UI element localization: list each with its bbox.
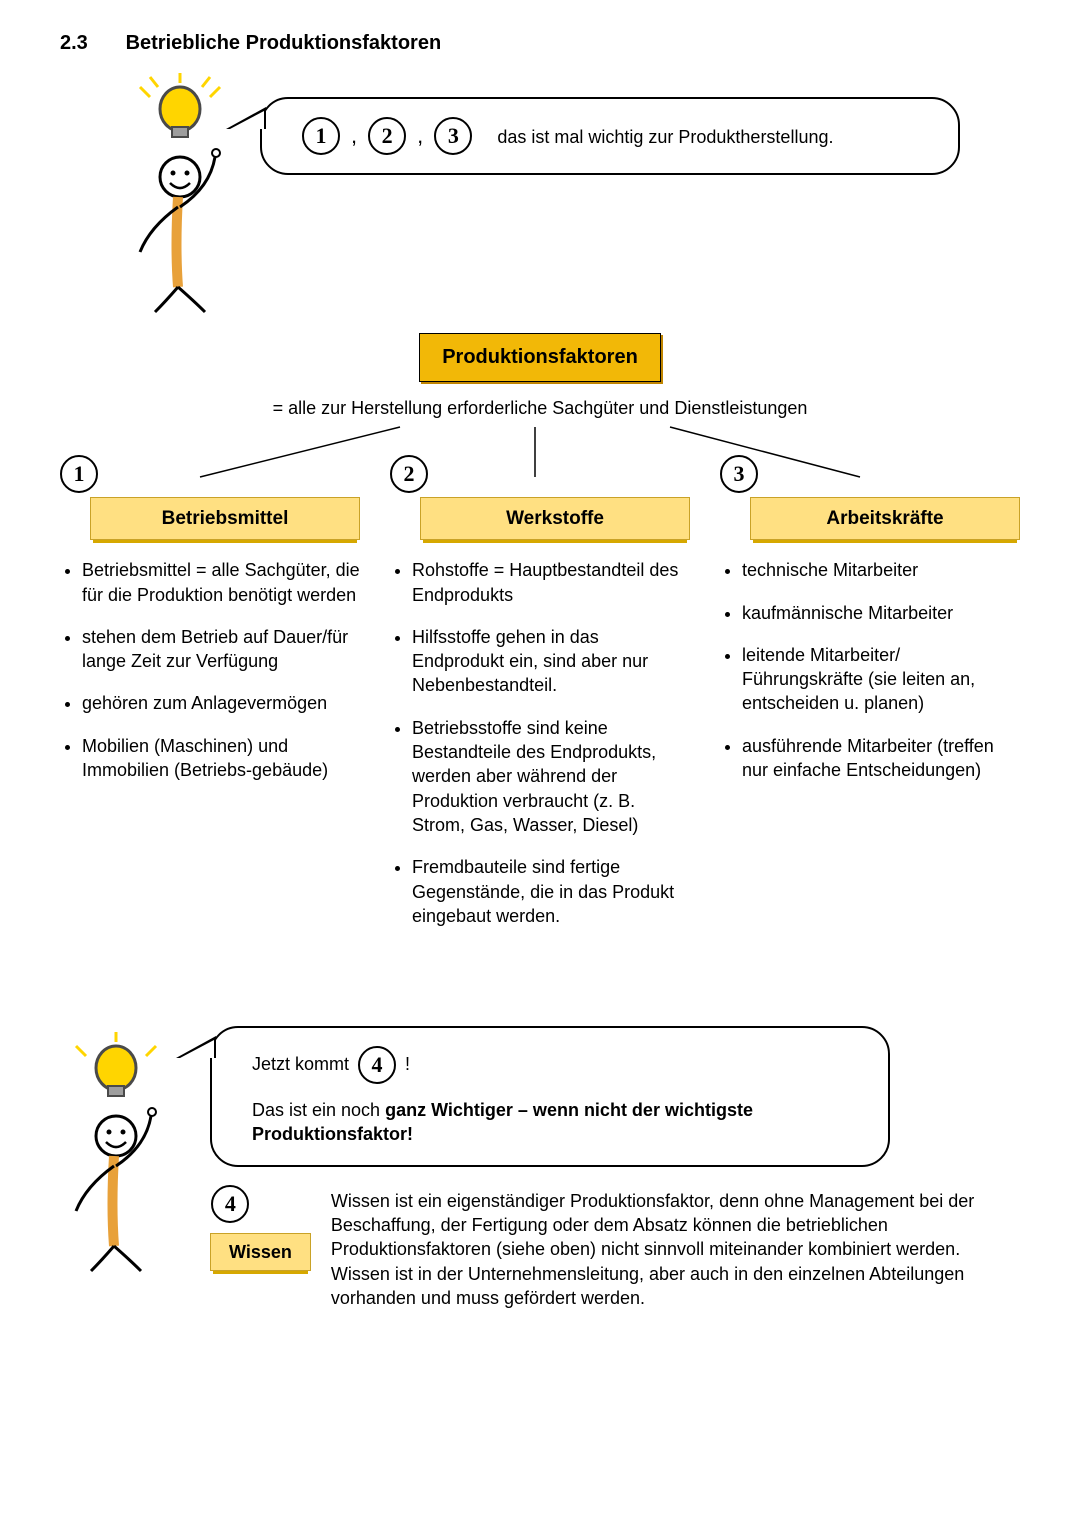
section-heading: 2.3 Betriebliche Produktionsfaktoren: [60, 30, 1020, 57]
bubble1-circle-1: 1: [302, 117, 340, 155]
list-item: technische Mitarbeiter: [742, 558, 1020, 582]
bubble1-sep-1: ,: [351, 123, 357, 148]
bubble2-line2-plain: Das ist ein noch: [252, 1100, 385, 1120]
col3-list: technische Mitarbeiter kaufmännische Mit…: [720, 558, 1020, 782]
factor4-badge: 4: [211, 1185, 249, 1223]
bubble2-pre: Jetzt kommt: [252, 1054, 349, 1074]
list-item: gehören zum Anlagever­mögen: [82, 691, 360, 715]
list-item: stehen dem Betrieb auf Dauer/für lange Z…: [82, 625, 360, 674]
list-item: kaufmännische Mitarbeiter: [742, 601, 1020, 625]
main-title-box: Produktionsfaktoren: [419, 333, 661, 382]
definition-line: = alle zur Herstellung erforderliche Sac…: [60, 396, 1020, 420]
list-item: leitende Mitarbeiter/ Führungskräfte (si…: [742, 643, 1020, 716]
list-item: Mobilien (Maschinen) und Immobilien (Bet…: [82, 734, 360, 783]
col1-title: Betriebsmittel: [90, 497, 360, 541]
col2-list: Rohstoffe = Hauptbestandteil des Endprod…: [390, 558, 690, 928]
bubble1-text: das ist mal wichtig zur Produktherstellu…: [497, 127, 833, 147]
list-item: Betriebsstoffe sind keine Bestandteile d…: [412, 716, 690, 837]
list-item: Hilfsstoffe gehen in das Endprodukt ein,…: [412, 625, 690, 698]
col1-list: Betriebsmittel = alle Sach­güter, die fü…: [60, 558, 360, 782]
bubble1-circle-2: 2: [368, 117, 406, 155]
col1-badge: 1: [60, 455, 98, 493]
columns-container: 1 Betriebsmittel Betriebsmittel = alle S…: [60, 477, 1020, 947]
speech-bubble-1: 1 , 2 , 3 das ist mal wichtig zur Produk…: [260, 97, 960, 175]
factor4-title: Wissen: [210, 1233, 311, 1271]
col3-title: Arbeitskräfte: [750, 497, 1020, 541]
speech-bubble-2: Jetzt kommt 4 ! Das ist ein noch ganz Wi…: [210, 1026, 890, 1167]
col2-badge: 2: [390, 455, 428, 493]
connector-lines: [60, 427, 1020, 477]
bubble1-circle-3: 3: [434, 117, 472, 155]
bubble2-circle: 4: [358, 1046, 396, 1084]
bubble2-post: !: [405, 1054, 410, 1074]
column-1: 1 Betriebsmittel Betriebsmittel = alle S…: [60, 477, 360, 801]
list-item: ausführende Mitarbeiter (treffen nur ein…: [742, 734, 1020, 783]
list-item: Fremdbauteile sind fertige Gegenstände, …: [412, 855, 690, 928]
col2-title: Werkstoffe: [420, 497, 690, 541]
factor4-paragraph: Wissen ist ein eigenständiger Produktion…: [331, 1189, 1020, 1310]
col3-badge: 3: [720, 455, 758, 493]
heading-number: 2.3: [60, 30, 120, 57]
stick-figure-icon-2: [60, 1046, 190, 1282]
column-2: 2 Werkstoffe Rohstoffe = Hauptbestandtei…: [390, 477, 690, 947]
list-item: Rohstoffe = Hauptbestandteil des Endprod…: [412, 558, 690, 607]
list-item: Betriebsmittel = alle Sach­güter, die fü…: [82, 558, 360, 607]
column-3: 3 Arbeitskräfte technische Mitarbeiter k…: [720, 477, 1020, 801]
bubble1-sep-2: ,: [417, 123, 423, 148]
heading-title: Betriebliche Produktionsfaktoren: [126, 32, 442, 54]
